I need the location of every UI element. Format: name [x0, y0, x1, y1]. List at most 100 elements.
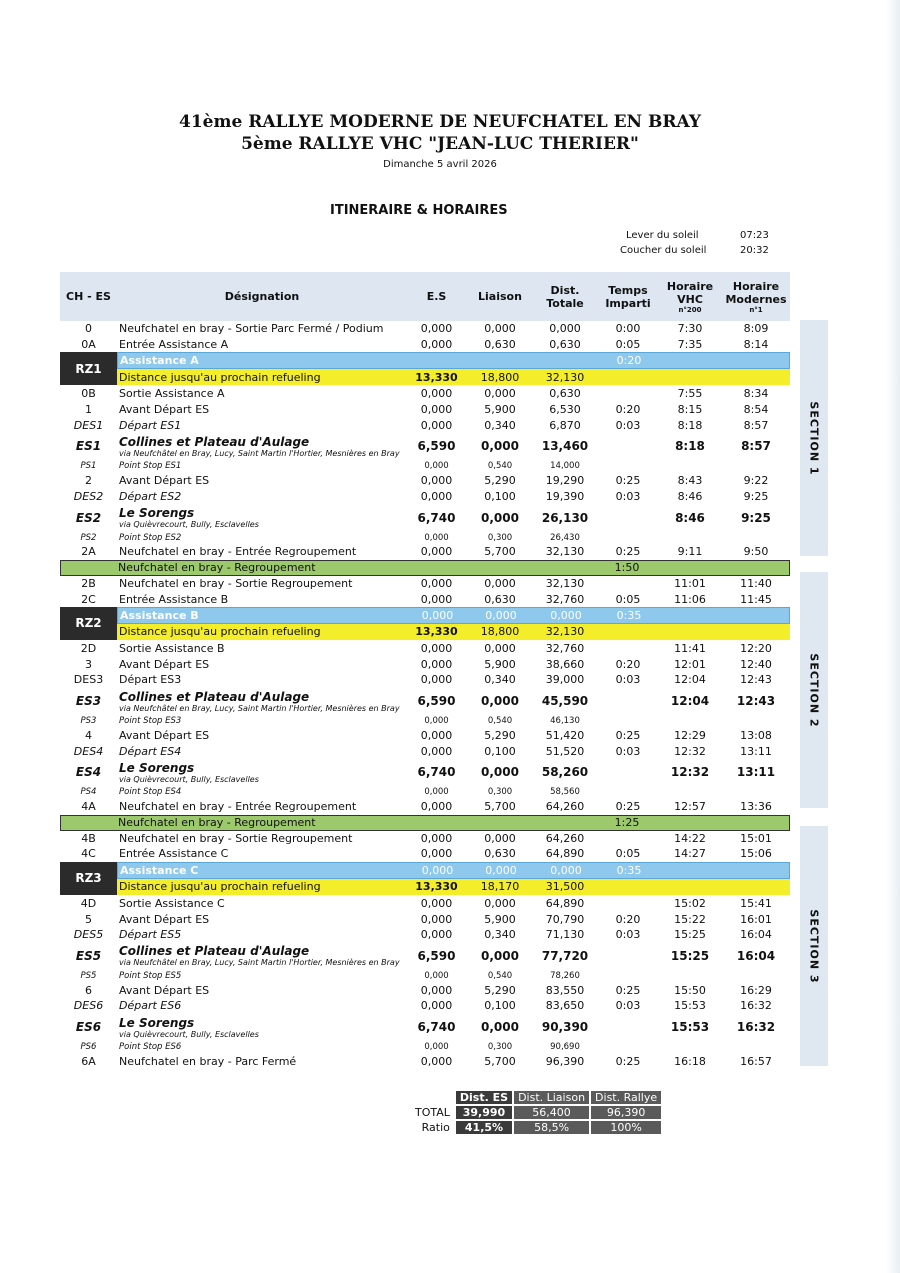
- cell-temps: 0:35: [616, 608, 642, 622]
- cell-ch: 0A: [81, 337, 96, 351]
- cell-liaison: 0,000: [484, 642, 516, 656]
- cell-modernes: 15:01: [740, 831, 772, 845]
- cell-es: 6,590: [417, 694, 456, 709]
- table-row: 6A Neufchatel en bray - Parc Fermé 0,000 5,…: [60, 1054, 790, 1070]
- cell-ch: 4B: [81, 831, 96, 845]
- cell-ch: ES3: [75, 694, 102, 709]
- special-stage-row: ES5 Collines et Plateau d'Aulage via Neufc…: [60, 942, 790, 969]
- special-stage-row: ES4 Le Sorengs via Quièvrecourt, Bully, Es…: [60, 759, 790, 786]
- cell-ch: 0B: [81, 387, 96, 401]
- cell-designation: Point Stop ES4: [119, 787, 182, 798]
- cell-designation: Départ ES1: [119, 418, 182, 432]
- cell-modernes: 13:11: [736, 765, 776, 780]
- cell-es: 0,000: [420, 999, 453, 1013]
- cell-liaison: 0,000: [484, 387, 516, 401]
- sunset-time: 20:32: [740, 245, 769, 256]
- cell-liaison: 0,000: [481, 510, 519, 525]
- col-vhc: Horaire VHC n°200: [666, 279, 714, 314]
- cell-es: 0,000: [421, 608, 454, 622]
- scan-edge: [886, 0, 900, 1273]
- cell-total: 58,260: [541, 765, 589, 780]
- cell-designation: Avant Départ ES: [119, 912, 210, 926]
- cell-total: 83,550: [545, 983, 585, 997]
- cell-liaison: 0,540: [487, 716, 513, 727]
- cell-es: 0,000: [420, 729, 453, 743]
- cell-total: 90,390: [541, 1020, 589, 1035]
- cell-vhc: 8:15: [677, 403, 703, 417]
- cell-es: 0,000: [424, 970, 449, 981]
- cell-total: 32,760: [545, 642, 585, 656]
- cell-temps: 0:05: [615, 337, 641, 351]
- cell-designation: Sortie Assistance A: [119, 387, 225, 401]
- cell-liaison: 18,800: [480, 625, 520, 639]
- rz-label: RZ2: [60, 606, 117, 640]
- regroupement-row: Neufchatel en bray - Regroupement 1:50: [60, 559, 790, 576]
- total-header-es: Dist. ES: [454, 1090, 514, 1105]
- cell-temps: 0:25: [615, 474, 641, 488]
- cell-modernes: 12:20: [740, 642, 772, 656]
- table-row: 4D Sortie Assistance C 0,000 0,000 64,890 15:…: [60, 896, 790, 912]
- cell-modernes: 8:14: [743, 337, 769, 351]
- cell-vhc: 12:32: [674, 744, 706, 758]
- cell-es: 0,000: [420, 418, 453, 432]
- regroupement-row: Neufchatel en bray - Regroupement 1:25: [60, 814, 790, 831]
- cell-designation: Sortie Assistance B: [119, 642, 225, 656]
- cell-designation: Sortie Assistance C: [119, 896, 225, 910]
- assistance-name: Assistance B: [120, 608, 199, 622]
- cell-ch: 0: [85, 322, 92, 336]
- cell-ch: PS2: [80, 532, 97, 543]
- cell-temps: 0:03: [615, 744, 641, 758]
- cell-es: 0,000: [420, 847, 453, 861]
- cell-designation: Avant Départ ES: [119, 474, 210, 488]
- cell-total: 46,130: [550, 716, 580, 727]
- col-total: Dist. Totale: [546, 283, 584, 310]
- table-row: 2B Neufchatel en bray - Sortie Regroupeme…: [60, 576, 790, 592]
- table-row: DES1 Départ ES1 0,000 0,340 6,870 0:03 8:18 8:5…: [60, 417, 790, 433]
- col-ch: CH - ES: [66, 290, 111, 303]
- cell-total: 13,460: [541, 439, 589, 454]
- cell-liaison: 0,000: [481, 948, 519, 963]
- cell-liaison: 5,700: [484, 545, 516, 559]
- cell-ch: DES3: [73, 673, 104, 687]
- cell-designation: Avant Départ ES: [119, 983, 210, 997]
- cell-designation: Avant Départ ES: [119, 729, 210, 743]
- cell-liaison: 0,100: [484, 999, 516, 1013]
- cell-es: 0,000: [420, 592, 453, 606]
- cell-liaison: 0,000: [481, 694, 519, 709]
- cell-total: 64,890: [545, 847, 585, 861]
- cell-modernes: 12:43: [736, 694, 776, 709]
- cell-ch: DES4: [73, 744, 104, 758]
- cell-es: 0,000: [424, 787, 449, 798]
- table-row: DES4 Départ ES4 0,000 0,100 51,520 0:03 12:32 1…: [60, 743, 790, 759]
- cell-vhc: 15:53: [674, 999, 706, 1013]
- table-row: 2A Neufchatel en bray - Entrée Regroupeme…: [60, 544, 790, 560]
- cell-total: 45,590: [541, 694, 589, 709]
- rz-label: RZ3: [60, 861, 117, 895]
- cell-designation: Point Stop ES2: [119, 532, 182, 543]
- cell-liaison: 0,340: [484, 928, 516, 942]
- cell-total: 77,720: [541, 948, 589, 963]
- cell-liaison: 0,000: [485, 608, 517, 622]
- itinerary-table: CH - ES Désignation E.S Liaison Dist. To…: [60, 272, 790, 1069]
- cell-vhc: 9:11: [677, 545, 703, 559]
- cell-temps: 0:25: [615, 983, 641, 997]
- assistance-name: Assistance A: [120, 354, 199, 368]
- table-row: 3 Avant Départ ES 0,000 5,900 38,660 0:20 12:0…: [60, 657, 790, 673]
- cell-total: 38,660: [545, 657, 585, 671]
- cell-designation: Neufchatel en bray - Entrée Regroupement: [119, 800, 357, 814]
- cell-total: 0,000: [550, 863, 582, 877]
- cell-ch: DES2: [73, 489, 104, 503]
- cell-vhc: 12:29: [674, 729, 706, 743]
- cell-designation: Entrée Assistance B: [119, 592, 229, 606]
- cell-liaison: 0,630: [484, 592, 516, 606]
- cell-vhc: 12:01: [674, 657, 706, 671]
- cell-total: 32,760: [545, 592, 585, 606]
- cell-modernes: 16:01: [740, 912, 772, 926]
- cell-es: 6,740: [417, 1020, 456, 1035]
- ratio-label: Ratio: [410, 1120, 455, 1135]
- cell-ch: PS5: [80, 970, 97, 981]
- sunrise-time: 07:23: [740, 230, 769, 241]
- cell-es: 0,000: [424, 1042, 449, 1053]
- cell-total: 39,000: [545, 673, 585, 687]
- cell-designation: Le Sorengs via Quièvrecourt, Bully, Escla…: [117, 1016, 405, 1039]
